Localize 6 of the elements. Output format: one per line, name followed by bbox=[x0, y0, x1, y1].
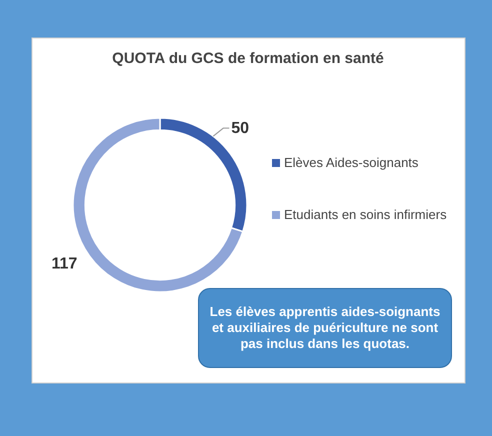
chart-title: QUOTA du GCS de formation en santé bbox=[112, 50, 384, 67]
data-label: 50 bbox=[231, 120, 250, 138]
legend-label: Etudiants en soins infirmiers bbox=[284, 207, 448, 222]
text: Les élèves apprentis aides-soignants et auxiliaires de puériculture ne sont pas inclus dans les quotas. bbox=[198, 288, 452, 368]
legend-label: Elèves Aides-soignants bbox=[284, 155, 419, 170]
data-label: 117 bbox=[51, 255, 78, 272]
